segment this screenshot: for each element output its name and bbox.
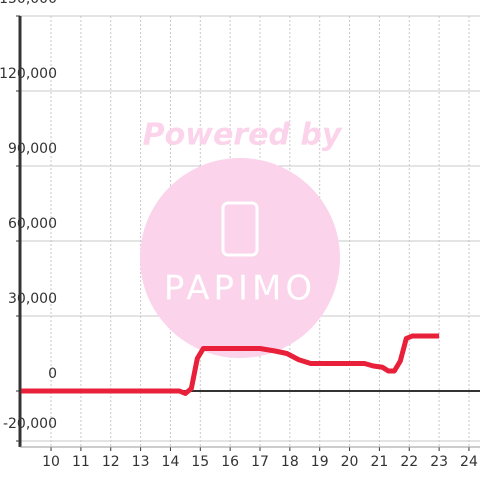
x-tick-label: 18 [281,454,299,470]
y-tick-label: 30,000 [8,291,57,307]
x-tick-label: 20 [341,454,359,470]
x-tick-label: 24 [460,454,478,470]
x-tick-label: 21 [370,454,388,470]
watermark-circle [140,158,340,358]
x-tick-label: 15 [191,454,209,470]
x-tick-label: 12 [102,454,120,470]
x-tick-label: 23 [430,454,448,470]
x-tick-label: 22 [400,454,418,470]
y-tick-label: 120,000 [0,66,57,82]
y-tick-label: 60,000 [8,216,57,232]
x-tick-label: 10 [42,454,60,470]
x-tick-label: 11 [72,454,90,470]
x-tick-label: 17 [251,454,269,470]
x-tick-label: 16 [221,454,239,470]
y-tick-label: 90,000 [8,141,57,157]
y-tick-label: 150,000 [0,0,57,7]
x-tick-label: 13 [132,454,150,470]
data-line [21,333,440,396]
x-tick-label: 14 [162,454,180,470]
y-tick-label: -20,000 [3,416,57,432]
y-tick-label: 0 [48,366,57,382]
x-tick-label: 19 [311,454,329,470]
watermark-icon [221,201,259,257]
watermark-logo: PAPIMO [164,269,316,309]
watermark-title: Powered by [143,118,343,153]
